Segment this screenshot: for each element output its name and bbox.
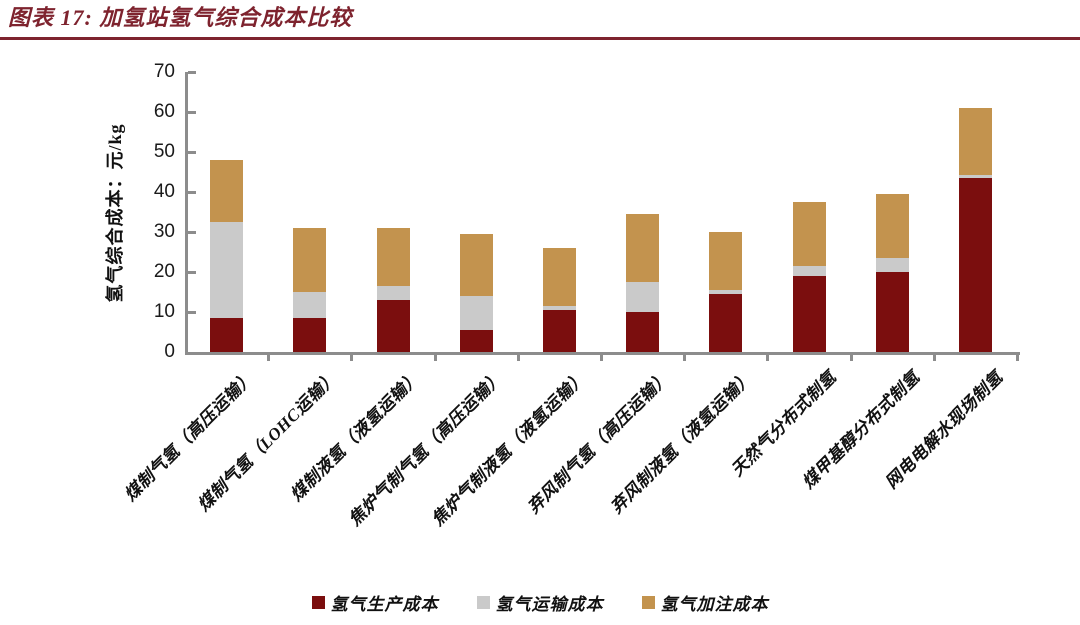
bar-segment (958, 178, 992, 352)
bar-segment (542, 248, 576, 306)
bar-segment (293, 318, 327, 352)
x-category-label: 焦炉气制液氢（液氢运输） (428, 367, 591, 530)
bar-segment (459, 234, 493, 296)
legend-label-refueling: 氢气加注成本 (660, 594, 769, 614)
bar-segment (626, 282, 660, 312)
bar-segment (958, 175, 992, 178)
bar-segment (459, 296, 493, 330)
x-category-label: 焦炉气制气氢（高压运输） (345, 367, 508, 530)
y-tick-mark (188, 311, 196, 314)
x-category-label: 弃风制气氢（高压运输） (524, 367, 674, 518)
bar-segment (210, 222, 244, 318)
figure-title: 图表 17: 加氢站氢气综合成本比较 (8, 5, 353, 30)
bar-segment (709, 232, 743, 290)
bar-segment (542, 310, 576, 352)
y-tick-mark (188, 191, 196, 194)
bar-segment (376, 300, 410, 352)
y-tick-label: 30 (153, 221, 175, 242)
y-tick-mark (188, 151, 196, 154)
legend-swatch-production (311, 595, 325, 609)
bar-segment (376, 228, 410, 286)
bar-segment (792, 202, 826, 266)
bar-segment (210, 318, 244, 352)
legend-swatch-refueling (641, 595, 655, 609)
bar-segment (626, 214, 660, 282)
y-tick-label: 10 (153, 301, 175, 322)
x-tick-mark (932, 355, 936, 361)
y-axis-title: 氢气综合成本：元/kg (105, 123, 125, 303)
y-tick-mark (188, 111, 196, 114)
x-tick-mark (516, 355, 520, 361)
y-tick-label: 40 (153, 181, 175, 202)
legend-item-transport: 氢气运输成本 (476, 590, 604, 615)
y-tick-label: 20 (153, 261, 175, 282)
y-tick-label: 60 (153, 101, 175, 122)
bar-segment (709, 294, 743, 352)
y-tick-mark (188, 71, 196, 74)
y-tick-mark (188, 271, 196, 274)
bar-segment (626, 312, 660, 352)
legend-label-production: 氢气生产成本 (330, 594, 439, 614)
y-tick-mark (188, 231, 196, 234)
y-axis-line (185, 72, 188, 355)
bar-segment (459, 330, 493, 352)
legend-item-refueling: 氢气加注成本 (641, 590, 769, 615)
x-tick-mark (1016, 355, 1019, 361)
bar-segment (958, 108, 992, 176)
bar-segment (293, 292, 327, 318)
bar-segment (376, 286, 410, 300)
bar-segment (210, 160, 244, 222)
bar-segment (875, 258, 909, 272)
bar-segment (542, 306, 576, 310)
x-tick-mark (267, 355, 271, 361)
legend-label-transport: 氢气运输成本 (495, 594, 604, 614)
x-axis-line (185, 352, 1020, 355)
x-tick-mark (600, 355, 603, 361)
legend-item-production: 氢气生产成本 (311, 590, 439, 615)
title-divider (0, 37, 1080, 40)
x-tick-mark (849, 355, 853, 361)
bar-segment (709, 290, 743, 294)
bar-segment (792, 266, 826, 276)
x-tick-mark (683, 355, 687, 361)
y-tick-label: 50 (153, 141, 175, 162)
bar-segment (875, 194, 909, 258)
chart-legend: 氢气生产成本 氢气运输成本 氢气加注成本 (0, 590, 1080, 614)
y-tick-label: 0 (164, 341, 175, 362)
legend-swatch-transport (476, 595, 490, 609)
x-tick-mark (766, 355, 770, 361)
bar-segment (792, 276, 826, 352)
x-category-label: 弃风制液氢（液氢运输） (607, 367, 757, 518)
x-tick-mark (350, 355, 354, 361)
bar-segment (875, 272, 909, 352)
x-category-label: 煤制气氢（LOHC运输） (193, 367, 341, 515)
x-tick-mark (433, 355, 437, 361)
y-tick-label: 70 (153, 61, 175, 82)
bar-segment (293, 228, 327, 292)
